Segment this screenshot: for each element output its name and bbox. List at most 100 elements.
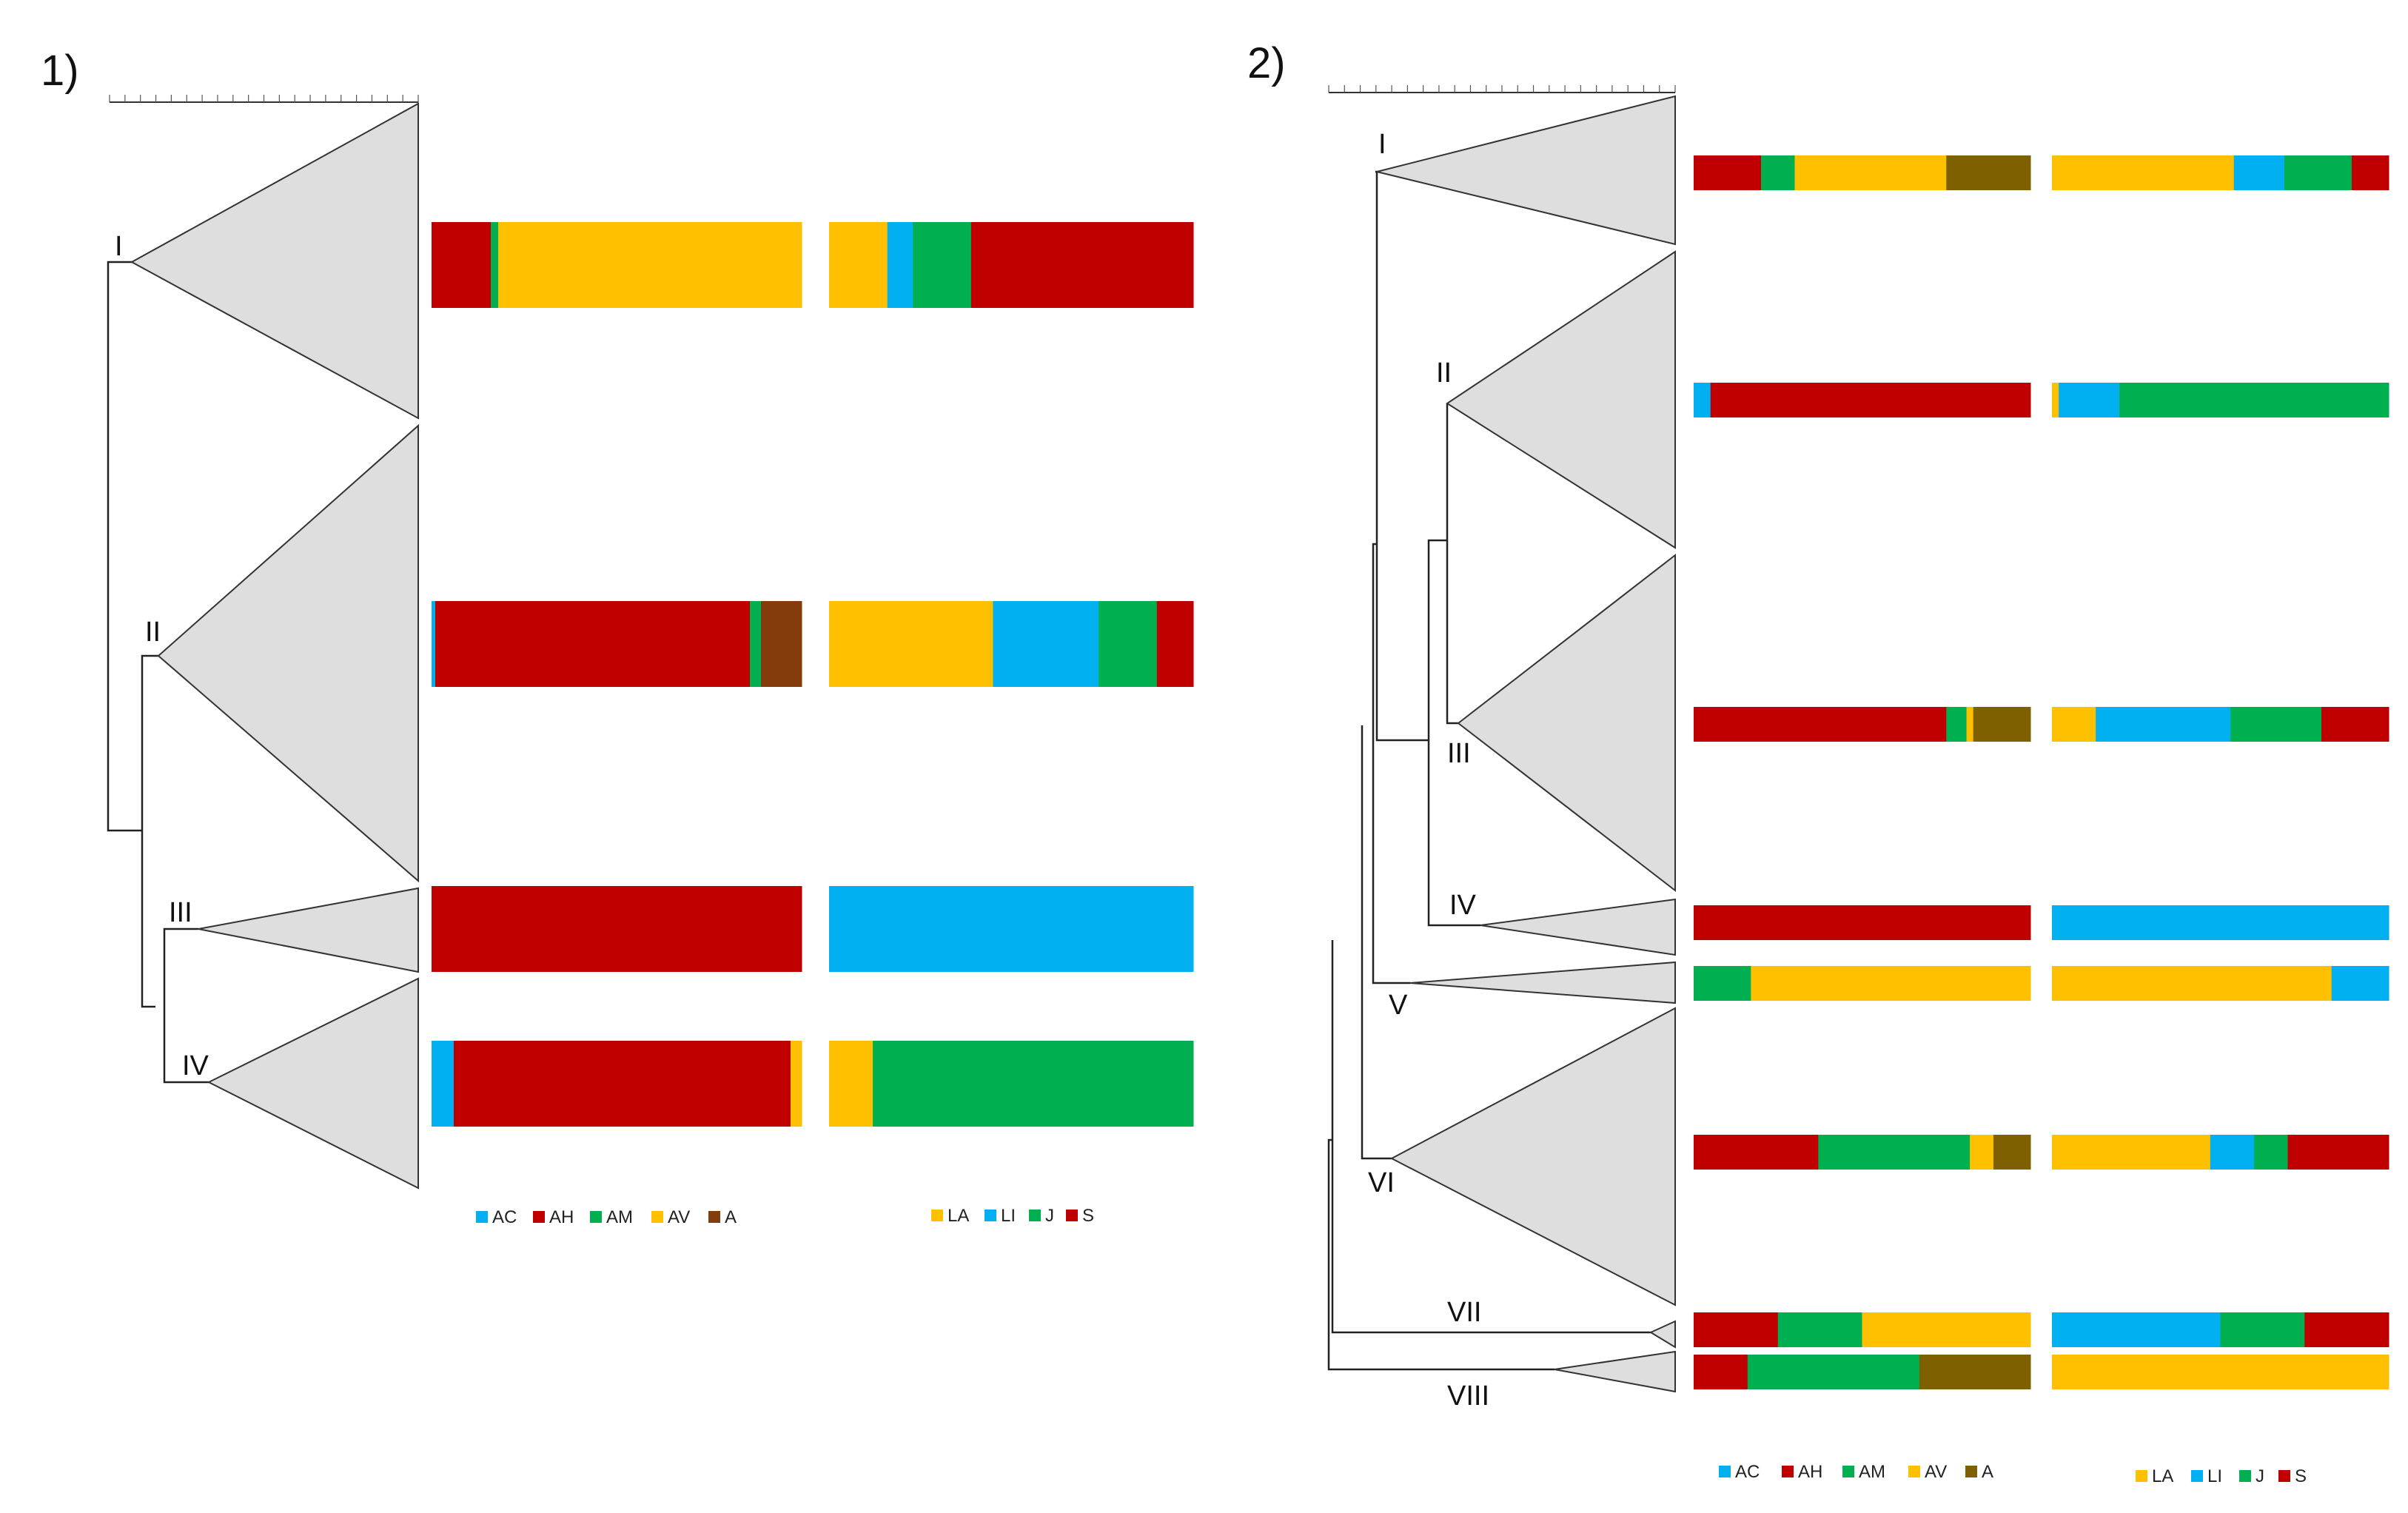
clade-2-IV-label: IV: [1449, 890, 1477, 921]
bar-2-VII-stage-seg-S: [2304, 1312, 2389, 1347]
bar-2-VI-age-seg-A_panel2: [1993, 1135, 2031, 1170]
panel-2-scale-bar: [1328, 85, 1676, 93]
bar-2-V-age-seg-AV: [1751, 966, 2031, 1001]
bar-2-VII-age-seg-AH: [1694, 1312, 1779, 1347]
bar-1-I-stage-seg-LA: [829, 222, 888, 308]
bar-1-I-stage-seg-LI: [887, 222, 913, 308]
legend-1-LA: LA: [948, 1206, 969, 1226]
legend-1-J: J: [1045, 1206, 1054, 1226]
panel-1-tree: [107, 261, 209, 1084]
bar-1-I-age-seg-AM: [491, 222, 499, 308]
legend-2-LA: LA: [2152, 1466, 2173, 1486]
bar-2-II-age-seg-AC: [1694, 383, 1711, 417]
bar-1-II-stage-seg-S: [1156, 601, 1194, 687]
bar-2-III-stage-seg-J: [2230, 707, 2322, 742]
panel-2-label: 2): [1247, 39, 1286, 87]
bar-2-V-age-seg-AM: [1694, 966, 1751, 1001]
bar-2-II-stage-seg-LA: [2052, 383, 2059, 417]
bar-1-II-age-seg-AC: [432, 601, 436, 687]
clade-2-III-label: III: [1447, 738, 1471, 769]
bar-2-VI-age-seg-AH: [1694, 1135, 1819, 1170]
legend-2-AV: AV: [1925, 1462, 1947, 1482]
panel-1-legend-left: AC AH AM AV A: [476, 1207, 737, 1227]
clade-1-I-label: I: [115, 231, 123, 262]
bar-2-VI-stage-seg-S: [2287, 1135, 2389, 1170]
legend-2-S-swatch: [2278, 1470, 2290, 1482]
legend-1-AH-swatch: [533, 1211, 545, 1223]
bar-2-III-age-seg-AH: [1694, 707, 1947, 742]
bar-1-II-age-seg-AM: [750, 601, 762, 687]
clade-1-IV-triangle: [207, 977, 419, 1190]
legend-2-A-swatch: [1965, 1466, 1977, 1477]
clade-2-V-triangle: [1409, 961, 1676, 1004]
legend-1-S-swatch: [1066, 1210, 1078, 1221]
bar-1-II-stage-seg-LI: [993, 601, 1099, 687]
legend-2-AV-swatch: [1908, 1466, 1920, 1477]
legend-1-AM: AM: [606, 1207, 633, 1227]
panel-2-legend-left: AC AH AM AV A: [1719, 1462, 1993, 1482]
legend-1-LI: LI: [1001, 1206, 1016, 1226]
bar-2-III-age-seg-AM: [1946, 707, 1968, 742]
clade-2-II-label: II: [1436, 358, 1452, 389]
legend-1-S: S: [1082, 1206, 1094, 1226]
legend-1-J-swatch: [1029, 1210, 1041, 1221]
bar-2-VI-stage-seg-LI: [2210, 1135, 2255, 1170]
bar-2-II-stage-seg-J: [2119, 383, 2389, 417]
legend-2-AC: AC: [1735, 1462, 1760, 1482]
bar-2-III-stage-seg-LA: [2052, 707, 2096, 742]
bar-2-III-age-seg-AV: [1966, 707, 1974, 742]
bar-2-IV-age-seg-AH: [1694, 905, 2031, 940]
legend-1-LI-swatch: [985, 1210, 996, 1221]
bar-1-IV-age-seg-AH: [454, 1041, 791, 1127]
legend-1-A-swatch: [708, 1211, 720, 1223]
bar-1-I-stage-seg-S: [970, 222, 1194, 308]
legend-1-AV: AV: [668, 1207, 690, 1227]
clade-1-II-triangle: [157, 423, 419, 883]
legend-2-AH-swatch: [1782, 1466, 1794, 1477]
bar-2-VIII-stage-seg-LA: [2052, 1355, 2389, 1389]
bar-2-I-stage-seg-S: [2351, 155, 2389, 190]
clade-1-III-triangle: [198, 887, 419, 973]
bar-2-I-stage-seg-LA: [2052, 155, 2235, 190]
bar-1-II-age-seg-A_panel1: [761, 601, 802, 687]
bar-2-I-stage-seg-LI: [2233, 155, 2285, 190]
legend-1-A: A: [725, 1207, 737, 1227]
bar-2-I-stage-seg-J: [2284, 155, 2352, 190]
bar-2-I-age-seg-AV: [1794, 155, 1947, 190]
panel-1-bars: [432, 222, 1194, 1127]
bar-2-VIII-age-seg-A_panel2: [1919, 1355, 2031, 1389]
clade-2-II-triangle: [1446, 250, 1676, 549]
clade-2-VI-label: VI: [1368, 1167, 1395, 1198]
legend-2-A: A: [1982, 1462, 1993, 1482]
bar-1-II-stage-seg-LA: [829, 601, 993, 687]
bar-2-VI-stage-seg-J: [2254, 1135, 2288, 1170]
legend-2-AM: AM: [1859, 1462, 1885, 1482]
bar-1-I-age-seg-AH: [432, 222, 492, 308]
panel-1-scale-bar: [109, 95, 419, 103]
legend-2-AH: AH: [1798, 1462, 1822, 1482]
legend-2-J: J: [2256, 1466, 2264, 1486]
clade-2-VIII-label: VIII: [1447, 1381, 1489, 1412]
legend-1-AC: AC: [492, 1207, 517, 1227]
panel-2-legend-right: LA LI J S: [2136, 1466, 2307, 1486]
legend-1-AV-swatch: [651, 1211, 663, 1223]
clade-2-IV-triangle: [1480, 898, 1676, 956]
bar-2-VI-age-seg-AM: [1818, 1135, 1971, 1170]
panel-1-legend-right: LA LI J S: [931, 1206, 1094, 1226]
legend-2-LI: LI: [2207, 1466, 2222, 1486]
clade-1-II-label: II: [145, 617, 161, 648]
legend-1-AM-swatch: [590, 1211, 602, 1223]
panel-2: 2) I II III IV V VI VII VIII: [1247, 39, 2389, 1486]
bar-1-II-age-seg-AH: [435, 601, 751, 687]
clade-2-VIII-triangle: [1554, 1350, 1676, 1393]
panel-2-bars: [1694, 155, 2389, 1389]
bar-2-V-stage-seg-LI: [2331, 966, 2389, 1001]
bar-2-III-age-seg-A_panel2: [1973, 707, 2031, 742]
bar-2-II-stage-seg-LI: [2059, 383, 2120, 417]
legend-2-LI-swatch: [2191, 1470, 2203, 1482]
bar-1-IV-age-seg-AC: [432, 1041, 455, 1127]
bar-1-I-age-seg-AV: [498, 222, 802, 308]
legend-2-J-swatch: [2239, 1470, 2251, 1482]
legend-1-LA-swatch: [931, 1210, 943, 1221]
